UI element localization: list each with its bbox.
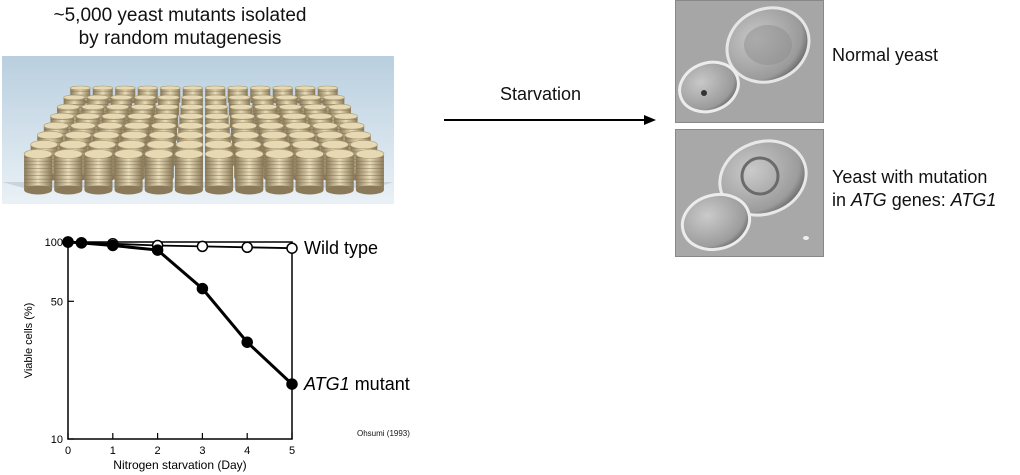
x-tick-label: 2 xyxy=(155,445,161,457)
x-axis-label: Nitrogen starvation (Day) xyxy=(113,458,246,472)
x-tick-label: 3 xyxy=(199,445,205,457)
x-tick-label: 5 xyxy=(289,445,295,457)
viability-chart: 0 1 2 3 4 5 100 50 10 Wild type ATG1 mutant Nitrog… xyxy=(23,236,410,472)
culture-plate-stack xyxy=(204,149,234,195)
x-tick-label: 4 xyxy=(244,445,250,457)
mutant-label-line-1: Yeast with mutation xyxy=(832,167,988,187)
figure-title: ~5,000 yeast mutants isolated by random … xyxy=(0,4,360,50)
culture-plate-stack xyxy=(84,149,113,195)
data-point xyxy=(196,240,209,253)
y-axis-label: Viable cells (%) xyxy=(23,303,35,379)
starvation-label: Starvation xyxy=(500,84,582,104)
culture-plate-stack xyxy=(355,149,385,195)
data-point xyxy=(241,336,253,348)
y-tick-label: 10 xyxy=(51,434,63,446)
culture-plate-stack xyxy=(265,149,294,195)
starvation-arrow xyxy=(444,115,656,125)
data-point xyxy=(62,236,74,248)
atg-mutant-yeast-micrograph xyxy=(675,129,824,257)
culture-plate-array xyxy=(2,56,394,204)
series-atg1-mutant xyxy=(62,236,298,390)
series-line xyxy=(67,240,294,386)
mutant-label-gene2: ATG1 xyxy=(950,190,997,210)
mutant-label-middle: genes: xyxy=(886,190,951,210)
data-point xyxy=(75,237,88,249)
y-tick-label: 100 xyxy=(45,237,63,249)
culture-plate-stack xyxy=(114,149,143,195)
y-tick-label: 50 xyxy=(51,296,63,308)
plot-area-frame xyxy=(67,241,293,440)
culture-plate-stack xyxy=(23,149,53,195)
data-point xyxy=(286,378,298,390)
series-label: ATG1 mutant xyxy=(303,374,410,394)
data-point xyxy=(286,242,298,254)
culture-plate-stack xyxy=(144,149,174,195)
title-line-2: by random mutagenesis xyxy=(78,28,282,49)
data-point xyxy=(241,241,253,254)
culture-plate-stack xyxy=(174,149,204,195)
culture-plate-stack xyxy=(325,149,355,195)
data-point xyxy=(196,282,209,295)
culture-plate-stack xyxy=(295,149,324,195)
mutant-label-gene: ATG xyxy=(851,190,887,210)
citation-credit: Ohsumi (1993) xyxy=(357,429,410,438)
x-tick-label: 1 xyxy=(110,445,116,457)
data-point xyxy=(151,244,164,256)
normal-yeast-micrograph xyxy=(675,0,824,123)
title-line-1: ~5,000 yeast mutants isolated xyxy=(53,5,307,26)
data-point xyxy=(107,239,119,252)
x-tick-label: 0 xyxy=(65,445,71,457)
mutant-yeast-label: Yeast with mutation in ATG genes: ATG1 xyxy=(832,166,996,212)
mutant-label-prefix: in xyxy=(832,190,852,210)
mutant-label-line-2: in ATG genes: ATG1 xyxy=(832,189,996,212)
culture-plate-stack xyxy=(53,149,83,195)
normal-yeast-label: Normal yeast xyxy=(832,45,939,65)
series-label: Wild type xyxy=(304,238,378,258)
culture-plate-stack xyxy=(234,149,264,195)
